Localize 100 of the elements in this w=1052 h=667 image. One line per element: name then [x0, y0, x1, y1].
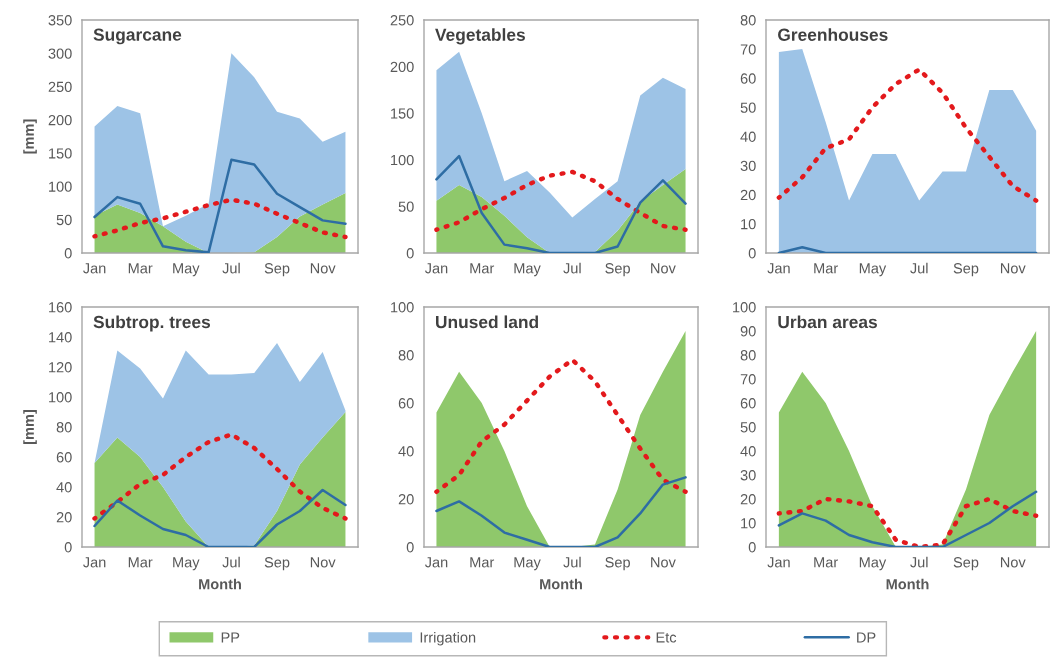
x-tick-label: Jan [767, 263, 790, 274]
chart-title: Urban areas [778, 315, 877, 329]
y-tick-label: 60 [56, 452, 72, 463]
x-tick-label: Jan [83, 557, 106, 568]
y-tick-label: 100 [391, 154, 414, 166]
y-tick-label: 150 [391, 108, 414, 119]
x-tick-label: Nov [1000, 557, 1026, 568]
chart-title: Subtrop. trees [93, 315, 211, 332]
legend-label: Etc [656, 632, 677, 643]
y-tick-label: 60 [740, 398, 756, 409]
line-series [776, 67, 1039, 203]
x-tick-label: May [859, 263, 887, 277]
y-tick-label: 80 [740, 350, 756, 361]
y-tick-label: 100 [49, 181, 72, 192]
y-tick-label: 250 [48, 81, 72, 92]
x-tick-label: Jan [424, 263, 448, 274]
y-tick-label: 40 [740, 131, 756, 142]
line-series [92, 197, 348, 240]
y-tick-label: 150 [49, 148, 72, 159]
x-tick-label: May [859, 557, 887, 571]
y-tick-label: 20 [398, 494, 414, 505]
x-tick-label: Nov [1000, 263, 1026, 274]
y-axis-title: [mm] [23, 119, 37, 154]
line-series [92, 432, 348, 521]
x-tick-label: Nov [651, 263, 676, 274]
y-tick-label: 40 [740, 446, 756, 457]
x-tick-label: Mar [470, 557, 495, 568]
y-tick-label: 60 [740, 73, 756, 84]
y-tick-label: 100 [391, 302, 414, 313]
y-tick-label: 0 [64, 248, 72, 259]
y-tick-label: 0 [406, 248, 414, 259]
y-tick-label: 10 [741, 518, 756, 529]
x-tick-label: Jan [83, 263, 106, 274]
y-tick-label: 60 [398, 398, 414, 409]
y-tick-label: 30 [740, 160, 756, 172]
x-tick-label: Nov [310, 263, 336, 274]
x-tick-label: Jan [424, 557, 448, 568]
x-tick-label: Sep [264, 557, 290, 571]
y-tick-label: 200 [390, 61, 414, 73]
y-tick-label: 350 [48, 15, 72, 26]
x-tick-label: May [514, 263, 541, 277]
y-tick-label: 40 [56, 482, 72, 493]
line-series [93, 158, 347, 253]
y-axis-title: [mm] [23, 410, 37, 445]
y-tick-label: 100 [733, 302, 756, 313]
x-tick-label: May [173, 263, 200, 277]
y-tick-label: 160 [49, 302, 72, 313]
y-tick-label: 50 [398, 201, 414, 212]
y-tick-label: 0 [748, 542, 756, 553]
x-tick-label: Sep [953, 557, 979, 571]
x-axis-title: Month [540, 578, 582, 590]
y-tick-label: 30 [740, 470, 756, 481]
legend-label: Irrigation [420, 631, 476, 646]
y-tick-label: 80 [740, 15, 756, 26]
y-tick-label: 50 [56, 214, 72, 226]
x-tick-label: Jul [563, 262, 581, 274]
x-tick-label: Jul [222, 262, 240, 274]
y-tick-label: 80 [56, 422, 72, 433]
x-tick-label: Sep [605, 263, 630, 277]
x-tick-label: Mar [814, 557, 838, 568]
y-tick-label: 200 [48, 114, 72, 126]
y-tick-label: 250 [390, 15, 414, 26]
y-tick-label: 40 [398, 446, 414, 457]
y-tick-label: 0 [748, 248, 756, 259]
x-tick-label: Sep [605, 557, 630, 571]
y-tick-label: 50 [740, 422, 756, 433]
x-tick-label: Mar [128, 263, 153, 274]
y-tick-label: 50 [740, 102, 756, 113]
x-axis-title: Month [886, 578, 929, 590]
x-tick-label: Jul [910, 556, 928, 568]
y-tick-label: 70 [740, 44, 756, 55]
y-tick-label: 120 [49, 362, 72, 373]
chart-title: Sugarcane [93, 28, 182, 45]
y-tick-label: 90 [740, 326, 756, 337]
x-tick-label: Jul [563, 556, 581, 568]
y-tick-label: 20 [740, 494, 756, 505]
y-tick-label: 20 [740, 189, 756, 201]
x-tick-label: May [173, 557, 200, 571]
x-tick-label: May [514, 557, 541, 571]
chart-title: Unused land [436, 315, 538, 329]
y-tick-label: 140 [49, 332, 72, 343]
y-tick-label: 0 [64, 542, 72, 553]
x-axis-title: Month [199, 578, 241, 590]
y-tick-label: 0 [406, 542, 414, 553]
line-series [435, 476, 687, 547]
y-tick-label: 300 [48, 48, 72, 59]
x-tick-label: Mar [470, 263, 495, 274]
x-tick-label: Nov [651, 557, 676, 568]
x-tick-label: Jul [910, 262, 928, 274]
y-tick-label: 10 [741, 218, 756, 230]
x-tick-label: Jan [767, 557, 790, 568]
y-tick-label: 70 [740, 374, 756, 385]
x-tick-label: Jul [222, 556, 240, 568]
line-series [434, 169, 688, 232]
y-tick-label: 80 [398, 350, 414, 361]
line-series [93, 488, 347, 547]
chart-title: Vegetables [435, 28, 525, 45]
line-series [435, 154, 687, 253]
line-series [434, 357, 688, 495]
y-tick-label: 20 [56, 512, 72, 523]
